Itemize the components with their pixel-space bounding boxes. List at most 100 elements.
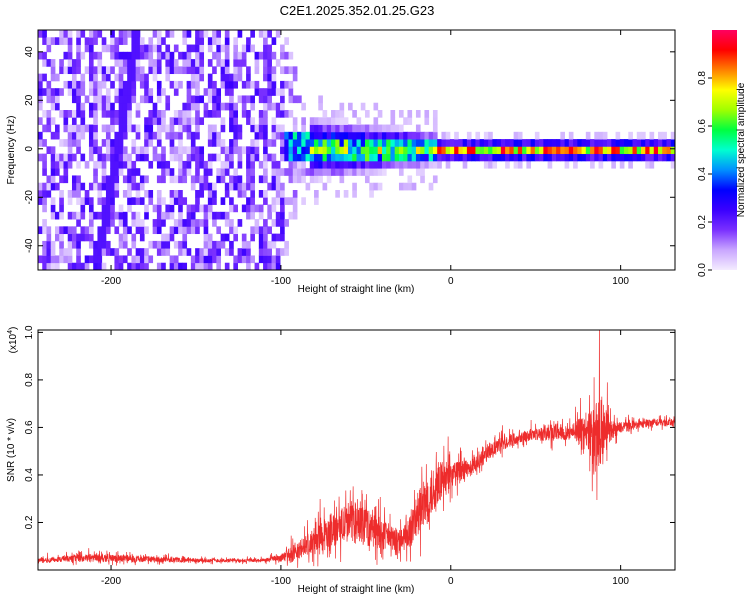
heatmap-cell	[513, 139, 519, 147]
heatmap-cell	[390, 124, 396, 133]
heatmap-cell	[369, 131, 374, 140]
heatmap-cell	[445, 153, 451, 162]
heatmap-cell	[246, 255, 251, 264]
colorbar-tick-label: 0.6	[697, 119, 708, 133]
heatmap-cell	[80, 110, 86, 118]
heatmap-cell	[305, 182, 311, 191]
heatmap-cell	[483, 153, 489, 162]
heatmap-cell	[118, 255, 124, 264]
heatmap-cell	[343, 139, 349, 147]
heatmap-cell	[131, 95, 137, 104]
heatmap-cell	[326, 168, 332, 176]
spectrogram-x-label: Height of straight line (km)	[298, 284, 415, 295]
heatmap-cell	[105, 248, 111, 256]
heatmap-cell	[46, 88, 52, 96]
heatmap-cell	[220, 139, 226, 147]
heatmap-cell	[42, 262, 47, 270]
heatmap-cell	[173, 44, 179, 53]
heatmap-cell	[110, 30, 115, 38]
heatmap-cell	[653, 146, 659, 155]
heatmap-cell	[280, 95, 285, 104]
heatmap-cell	[398, 139, 404, 147]
heatmap-cell	[403, 182, 408, 191]
heatmap-cell	[229, 182, 234, 191]
heatmap-cell	[71, 95, 77, 104]
heatmap-cell	[280, 131, 285, 140]
heatmap-cell	[619, 146, 625, 155]
heatmap-cell	[250, 44, 255, 53]
heatmap-cell	[424, 153, 430, 162]
heatmap-cell	[263, 168, 268, 176]
heatmap-cell	[326, 160, 332, 169]
heatmap-cell	[148, 117, 154, 125]
heatmap-cell	[173, 59, 179, 67]
heatmap-cell	[275, 211, 281, 220]
heatmap-cell	[224, 262, 230, 270]
heatmap-cell	[50, 182, 56, 191]
heatmap-cell	[449, 146, 455, 155]
heatmap-cell	[59, 197, 64, 205]
heatmap-cell	[59, 204, 64, 213]
heatmap-cell	[280, 226, 285, 235]
heatmap-cell	[54, 124, 60, 133]
heatmap-cell	[76, 95, 81, 104]
heatmap-cell	[233, 262, 238, 270]
heatmap-cell	[118, 30, 124, 38]
heatmap-cell	[207, 248, 213, 256]
heatmap-cell	[364, 131, 370, 140]
heatmap-cell	[288, 175, 294, 184]
heatmap-cell	[80, 262, 86, 270]
heatmap-cell	[624, 139, 629, 147]
heatmap-cell	[67, 88, 73, 96]
heatmap-cell	[203, 204, 209, 213]
heatmap-cell	[267, 153, 272, 162]
heatmap-cell	[475, 146, 481, 155]
heatmap-cell	[93, 102, 98, 111]
heatmap-cell	[263, 233, 268, 242]
heatmap-cell	[398, 146, 404, 155]
heatmap-cell	[356, 160, 362, 169]
heatmap-cell	[110, 160, 115, 169]
heatmap-cell	[46, 80, 52, 89]
heatmap-cell	[46, 182, 52, 191]
heatmap-cell	[93, 175, 98, 184]
heatmap-cell	[509, 139, 515, 147]
heatmap-cell	[80, 204, 86, 213]
heatmap-cell	[275, 219, 281, 227]
heatmap-cell	[649, 160, 655, 169]
heatmap-cell	[182, 219, 188, 227]
heatmap-cell	[76, 110, 81, 118]
heatmap-cell	[352, 131, 357, 140]
heatmap-cell	[38, 182, 43, 191]
heatmap-cell	[352, 124, 357, 133]
heatmap-cell	[292, 160, 298, 169]
heatmap-cell	[88, 255, 94, 264]
heatmap-cell	[517, 153, 523, 162]
heatmap-cell	[271, 168, 277, 176]
heatmap-cell	[356, 124, 362, 133]
heatmap-cell	[195, 51, 200, 60]
heatmap-cell	[76, 255, 81, 264]
heatmap-cell	[309, 131, 315, 140]
heatmap-cell	[46, 146, 52, 155]
heatmap-cell	[131, 37, 137, 45]
heatmap-cell	[254, 66, 260, 75]
heatmap-cell	[110, 197, 115, 205]
heatmap-cell	[207, 110, 213, 118]
heatmap-cell	[122, 219, 128, 227]
heatmap-cell	[199, 37, 205, 45]
heatmap-cell	[114, 175, 120, 184]
heatmap-cell	[373, 168, 379, 176]
heatmap-cell	[237, 182, 243, 191]
heatmap-cell	[207, 182, 213, 191]
heatmap-cell	[398, 131, 404, 140]
heatmap-cell	[156, 219, 162, 227]
heatmap-cell	[156, 153, 162, 162]
heatmap-cell	[161, 211, 166, 220]
heatmap-cell	[101, 226, 107, 235]
heatmap-cell	[373, 102, 379, 111]
heatmap-cell	[233, 175, 238, 184]
heatmap-cell	[122, 66, 128, 75]
heatmap-cell	[619, 160, 625, 169]
heatmap-cell	[42, 182, 47, 191]
